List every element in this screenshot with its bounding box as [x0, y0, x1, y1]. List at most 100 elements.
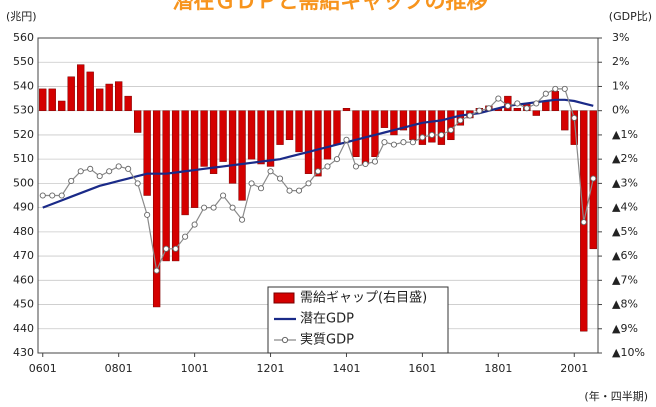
- point: [286, 187, 293, 194]
- legend-box: [267, 286, 449, 354]
- x-tick-label: 1801: [484, 362, 512, 375]
- bar: [143, 110, 151, 196]
- point: [466, 112, 473, 119]
- bar: [428, 110, 436, 143]
- point: [77, 168, 84, 175]
- legend-marker: [281, 336, 289, 344]
- y2-tick-label: ▲8%: [612, 298, 638, 311]
- bar: [77, 64, 85, 111]
- y2-tick-label: ▲3%: [612, 176, 638, 189]
- point: [419, 134, 426, 141]
- x-tick-label: 1001: [181, 362, 209, 375]
- x-tick-label: 0801: [105, 362, 133, 375]
- bar: [96, 88, 104, 111]
- bar: [333, 110, 341, 145]
- bar: [67, 76, 75, 111]
- y-tick-label: 470: [13, 249, 34, 262]
- y2-tick-label: ▲9%: [612, 322, 638, 335]
- point: [590, 175, 597, 182]
- point: [400, 139, 407, 146]
- bar: [532, 110, 540, 116]
- legend-label: 潜在GDP: [300, 312, 354, 327]
- legend-swatch: [273, 292, 295, 304]
- point: [220, 192, 227, 199]
- bar: [58, 100, 66, 111]
- point: [201, 204, 208, 211]
- x-tick-label: 1601: [408, 362, 436, 375]
- y-tick-label: 510: [13, 152, 34, 165]
- point: [96, 173, 103, 180]
- bar: [190, 110, 199, 208]
- point: [447, 127, 454, 134]
- bar: [561, 110, 569, 131]
- point: [248, 180, 255, 187]
- bar: [105, 83, 113, 111]
- line: [42, 98, 594, 209]
- bar: [380, 110, 389, 128]
- point: [390, 141, 397, 148]
- bar: [133, 110, 142, 133]
- point: [523, 105, 530, 112]
- x-tick-label: 2001: [560, 362, 588, 375]
- y2-tick-label: ▲5%: [612, 225, 638, 238]
- bar: [152, 110, 161, 308]
- bar: [209, 110, 218, 174]
- bar: [418, 110, 427, 145]
- bar: [266, 110, 275, 167]
- bar: [238, 110, 246, 201]
- point: [504, 102, 511, 109]
- bar: [257, 110, 265, 165]
- y2-tick-label: 3%: [612, 31, 629, 44]
- bar: [124, 95, 132, 111]
- bar: [115, 81, 123, 111]
- point: [561, 85, 568, 92]
- bar: [513, 108, 521, 111]
- bar: [276, 110, 284, 145]
- point: [542, 90, 549, 97]
- chart-title: 潜在ＧＤＰと需給ギャップの推移: [173, 0, 488, 13]
- y2-tick-label: ▲10%: [612, 346, 645, 359]
- point: [428, 131, 435, 138]
- legend-label: 実質GDP: [300, 332, 354, 348]
- bar: [295, 110, 303, 153]
- y2-tick-label: 2%: [612, 55, 629, 68]
- x-tick-label: 1201: [257, 362, 285, 375]
- point: [362, 160, 369, 168]
- point: [352, 163, 360, 170]
- point: [229, 204, 236, 211]
- bar: [86, 71, 94, 111]
- point: [305, 180, 312, 187]
- point: [87, 165, 94, 172]
- bar: [570, 110, 578, 145]
- point: [267, 168, 274, 175]
- point: [333, 156, 341, 163]
- bar: [399, 110, 408, 131]
- point: [476, 107, 483, 114]
- point: [295, 187, 303, 194]
- y-tick-label: 450: [13, 298, 34, 311]
- point: [485, 105, 492, 112]
- y-axis-label: (兆円): [6, 10, 37, 23]
- bar: [219, 110, 227, 162]
- point: [438, 131, 445, 138]
- point: [276, 175, 284, 182]
- bar: [247, 110, 256, 160]
- bar: [314, 110, 322, 177]
- bar: [162, 110, 170, 262]
- bar: [352, 110, 360, 157]
- point: [381, 139, 388, 146]
- point: [552, 85, 559, 92]
- bar: [447, 110, 455, 141]
- y2-tick-label: 1%: [612, 79, 629, 92]
- x-tick-label: 1401: [332, 362, 360, 375]
- y-tick-label: 520: [13, 128, 34, 141]
- bar: [342, 108, 351, 111]
- bar: [285, 110, 294, 141]
- point: [324, 163, 331, 170]
- y-tick-label: 430: [13, 346, 34, 359]
- point: [49, 192, 56, 199]
- y2-tick-label: ▲4%: [612, 201, 638, 214]
- point: [314, 168, 322, 175]
- point: [571, 114, 578, 122]
- y-tick-label: 440: [13, 322, 34, 335]
